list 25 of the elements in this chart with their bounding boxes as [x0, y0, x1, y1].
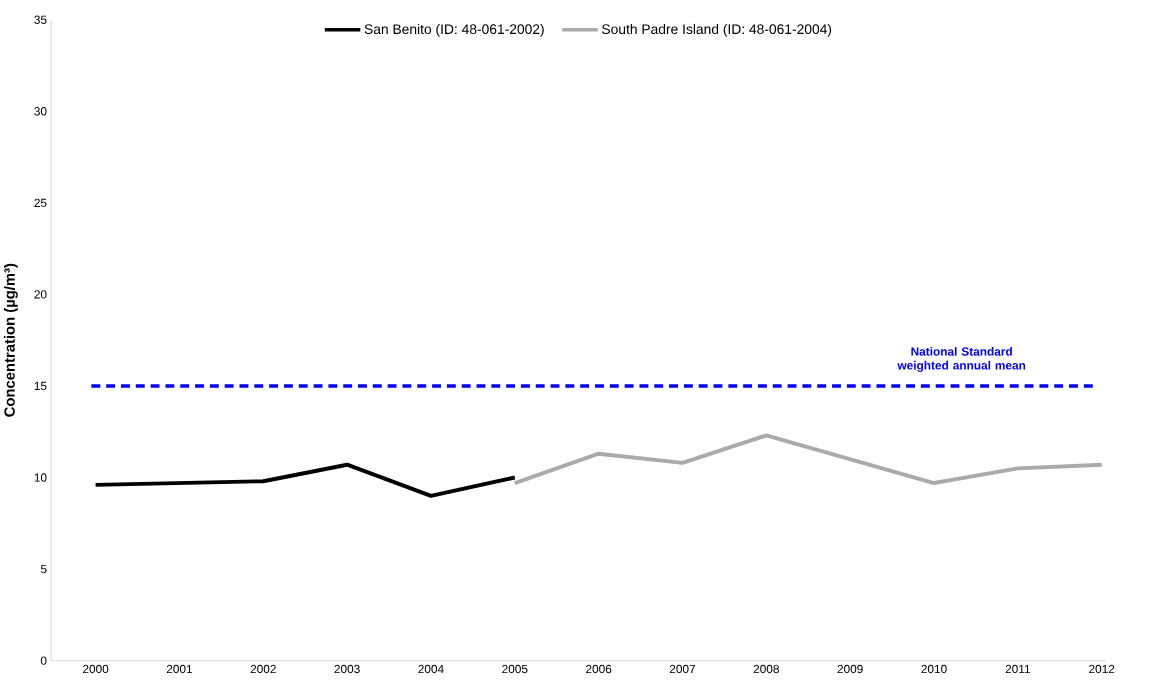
x-tick-label: 2003 [334, 664, 360, 674]
y-tick-label: 30 [34, 106, 47, 116]
y-tick-label: 35 [34, 15, 47, 24]
x-tick-label: 2011 [1005, 664, 1030, 674]
y-tick-label: 15 [34, 381, 47, 390]
x-tick-label: 2007 [669, 664, 696, 674]
x-tick-label: 2004 [418, 664, 444, 674]
x-tick-label: 2001 [166, 664, 193, 674]
x-tick-label: 2006 [586, 664, 612, 674]
x-tick-label: 2009 [837, 664, 863, 674]
legend-label: South Padre Island (ID: 48-061-2004) [602, 23, 832, 37]
y-tick-label: 25 [34, 198, 47, 207]
ref-line-label: National Standard weighted annual mean [897, 346, 1026, 372]
x-tick-label: 2002 [250, 664, 276, 674]
x-tick-label: 2010 [921, 664, 947, 674]
y-tick-label: 5 [40, 564, 47, 574]
x-tick-label: 2008 [753, 664, 779, 674]
y-tick-label: 20 [34, 290, 47, 299]
y-axis-title: Concentration (µg/m³) [3, 263, 18, 417]
x-tick-label: 2000 [82, 664, 109, 674]
x-tick-label: 2012 [1089, 664, 1115, 674]
x-tick-label: 2005 [502, 664, 528, 674]
legend-label: San Benito (ID: 48-061-2002) [364, 23, 544, 37]
y-tick-label: 0 [40, 656, 47, 665]
y-tick-label: 10 [34, 473, 47, 482]
